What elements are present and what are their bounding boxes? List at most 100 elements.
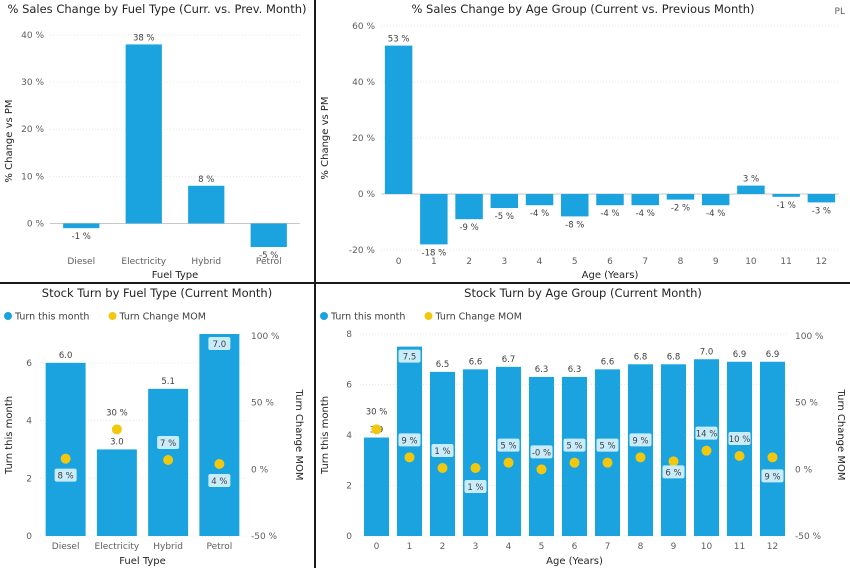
x-tick-label: Petrol: [207, 542, 233, 552]
data-label-box: [398, 433, 421, 447]
mom-dot-diesel: [60, 453, 71, 464]
bar-10: [737, 185, 765, 194]
mom-data-label: 9 %: [764, 472, 780, 482]
bar-11: [772, 194, 800, 197]
data-label: -4 %: [706, 209, 725, 219]
turn-bar-diesel: [45, 362, 86, 536]
y-tick-label: 4: [26, 417, 32, 427]
y-tick-label: 20 %: [21, 125, 44, 135]
data-label-box: [398, 349, 421, 363]
legend-label: Turn Change MOM: [435, 312, 522, 323]
x-tick-label: Hybrid: [153, 542, 183, 552]
data-label: -3 %: [812, 206, 831, 216]
x-tick-label: 9: [671, 542, 677, 552]
data-label: -4 %: [600, 209, 619, 219]
turn-data-label: 7.0: [700, 347, 714, 357]
mom-dot-6: [569, 457, 580, 468]
chart-panel-stock-age[interactable]: Stock Turn by Age Group (Current Month) T…: [316, 284, 850, 568]
bar-5: [561, 194, 589, 217]
region-badge: PL: [835, 7, 845, 17]
data-label-box: [629, 433, 652, 447]
y-tick-label: 30 %: [21, 78, 44, 88]
data-label-box: [596, 438, 619, 452]
chart-title: % Sales Change by Age Group (Current vs.…: [411, 2, 754, 16]
y2-tick-label: -50 %: [795, 532, 822, 542]
bar-4: [525, 194, 554, 206]
bar-2: [455, 194, 483, 220]
bar-diesel: [63, 223, 100, 229]
x-tick-label: 3: [501, 257, 507, 267]
turn-data-label: 7.0: [213, 340, 227, 350]
vertical-divider: [314, 0, 316, 568]
chart-title: Stock Turn by Age Group (Current Month): [464, 286, 702, 300]
turn-data-label: 6.6: [601, 357, 615, 367]
turn-bar-petrol: [199, 334, 240, 536]
turn-bar-6: [561, 376, 588, 536]
turn-data-label: 6.6: [469, 357, 483, 367]
y-tick-label: 0: [26, 532, 32, 542]
data-label-box: [497, 438, 520, 452]
x-tick-label: 2: [440, 542, 446, 552]
y-tick-label: 60 %: [352, 22, 375, 32]
legend-label: Turn this month: [14, 312, 89, 323]
legend-marker: [424, 312, 433, 320]
mom-data-label: 5 %: [566, 442, 582, 452]
chart-panel-sales-fuel[interactable]: % Sales Change by Fuel Type (Curr. vs. P…: [0, 0, 314, 282]
turn-data-label: 6.9: [766, 350, 780, 360]
y-tick-label: 2: [346, 482, 352, 492]
x-tick-label: 10: [745, 257, 757, 267]
y2-axis-title: Turn Change MOM: [293, 389, 304, 481]
x-tick-label: 4: [537, 257, 543, 267]
chart-sales-change-fuel: % Sales Change by Fuel Type (Curr. vs. P…: [4, 2, 307, 281]
x-axis-title: Age (Years): [582, 270, 639, 281]
turn-data-label: 6.7: [502, 355, 516, 365]
chart-panel-stock-fuel[interactable]: Stock Turn by Fuel Type (Current Month) T…: [0, 284, 314, 568]
legend-label: Turn this month: [330, 312, 405, 323]
x-axis-title: Age (Years): [546, 556, 603, 567]
mom-dot-7: [602, 457, 613, 468]
data-label: 53 %: [388, 35, 410, 45]
data-label-box: [728, 432, 751, 445]
mom-data-label: 8 %: [58, 472, 74, 482]
data-label: -2 %: [671, 204, 690, 214]
mom-data-label: 14 %: [696, 430, 718, 440]
y-tick-label: 0 %: [27, 219, 45, 229]
x-tick-label: Diesel: [67, 257, 95, 267]
mom-data-label: 4 %: [211, 477, 227, 487]
data-label-box: [157, 436, 180, 449]
x-tick-label: 4: [506, 542, 512, 552]
data-label-box: [695, 426, 718, 440]
y-axis-title: Turn this month: [4, 396, 15, 475]
mom-data-label: 30 %: [106, 408, 128, 418]
bar-12: [807, 194, 836, 203]
x-tick-label: Petrol: [256, 257, 282, 267]
mom-dot-9: [668, 456, 679, 467]
turn-bar-0: [363, 437, 390, 536]
chart-panel-sales-age[interactable]: % Sales Change by Age Group (Current vs.…: [316, 0, 850, 282]
x-tick-label: Hybrid: [191, 257, 221, 267]
chart-title: Stock Turn by Fuel Type (Current Month): [42, 286, 272, 300]
mom-dot-11: [734, 451, 745, 461]
y-tick-label: 20 %: [352, 134, 375, 144]
y-axis-title: % Change vs PM: [4, 99, 15, 182]
data-label: -1 %: [777, 201, 796, 211]
y2-tick-label: 50 %: [795, 399, 818, 409]
mom-dot-3: [470, 463, 481, 473]
mom-data-label: 6 %: [665, 468, 681, 478]
y2-tick-label: 0 %: [795, 465, 813, 475]
bar-electricity: [125, 44, 162, 224]
bar-petrol: [250, 223, 287, 247]
bar-8: [666, 194, 695, 200]
data-label-box: [431, 444, 454, 457]
data-label: 3 %: [743, 175, 759, 185]
legend-label: Turn Change MOM: [119, 312, 206, 323]
data-label: 8 %: [198, 175, 214, 185]
mom-dot-hybrid: [163, 455, 174, 465]
x-tick-label: 2: [466, 257, 472, 267]
data-label-box: [208, 337, 231, 350]
mom-dot-0: [371, 424, 382, 435]
legend-marker: [4, 312, 12, 320]
x-tick-label: 7: [642, 257, 648, 267]
mom-data-label: 1 %: [467, 483, 483, 493]
y-tick-label: 10 %: [21, 172, 44, 182]
